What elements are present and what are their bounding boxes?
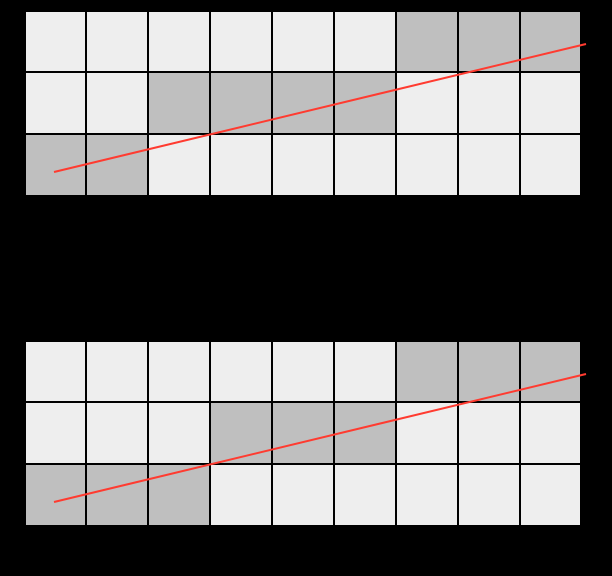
chart-top-cell-3-1: [210, 72, 272, 134]
chart-bottom-cell-1-2: [86, 464, 148, 526]
chart-bottom: [24, 340, 586, 526]
chart-top-cell-4-1: [272, 72, 334, 134]
chart-top: [24, 10, 586, 196]
figure-svg: [0, 0, 612, 576]
chart-bottom-cell-8-0: [520, 340, 582, 402]
chart-top-cell-1-2: [86, 134, 148, 196]
chart-bottom-cell-0-2: [24, 464, 86, 526]
chart-top-cell-0-2: [24, 134, 86, 196]
chart-top-cell-6-0: [396, 10, 458, 72]
chart-top-cell-2-1: [148, 72, 210, 134]
figure-root: [0, 0, 612, 576]
chart-bottom-cell-3-1: [210, 402, 272, 464]
chart-bottom-cell-2-2: [148, 464, 210, 526]
chart-bottom-cell-4-1: [272, 402, 334, 464]
chart-top-cell-8-0: [520, 10, 582, 72]
chart-bottom-cell-6-0: [396, 340, 458, 402]
